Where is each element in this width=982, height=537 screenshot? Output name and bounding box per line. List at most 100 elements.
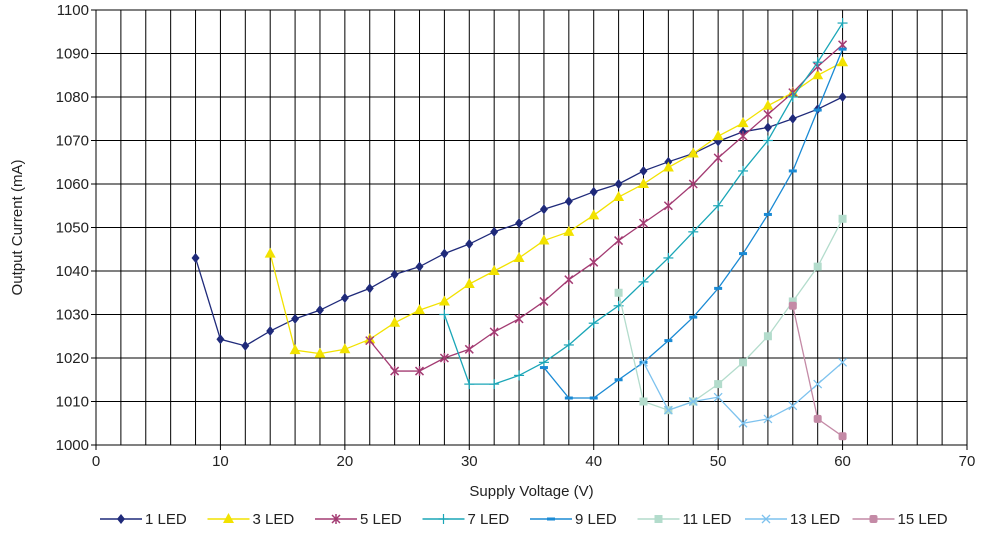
data-point — [191, 252, 200, 263]
data-point — [464, 344, 474, 355]
legend-item: 13 LED — [745, 511, 840, 528]
legend-label: 13 LED — [790, 511, 840, 528]
data-point — [738, 165, 749, 176]
legend-marker — [654, 515, 663, 523]
series-3-led — [264, 56, 849, 358]
data-point — [289, 344, 301, 355]
data-point — [712, 130, 724, 141]
data-point — [390, 366, 400, 377]
grid — [96, 10, 967, 445]
data-point — [837, 18, 848, 29]
data-point — [389, 316, 401, 327]
data-point — [291, 313, 300, 324]
data-point — [714, 380, 723, 389]
data-point — [737, 117, 749, 128]
legend-item: 7 LED — [422, 511, 509, 528]
data-point — [838, 214, 847, 223]
data-point — [663, 252, 674, 263]
data-point — [563, 225, 575, 236]
data-point — [812, 57, 823, 68]
legend-label: 1 LED — [145, 511, 187, 528]
data-point — [489, 326, 499, 337]
data-point — [689, 315, 698, 319]
data-point — [738, 131, 748, 142]
data-point — [838, 357, 848, 367]
y-axis-title: Output Current (mA) — [9, 160, 26, 296]
data-point — [687, 147, 699, 158]
data-point — [663, 405, 673, 415]
data-point — [241, 340, 250, 351]
x-tick-label: 50 — [710, 453, 727, 470]
data-point — [613, 191, 625, 202]
data-point — [688, 179, 698, 189]
data-point — [463, 278, 475, 289]
x-tick-label: 30 — [461, 453, 478, 470]
y-tick-label: 1100 — [57, 2, 89, 19]
data-point — [365, 335, 375, 346]
data-point — [216, 334, 225, 345]
axis-ticks: 0 10 20 30 40 50 60 701000101010201030104010501… — [56, 2, 976, 470]
legend-marker — [869, 515, 878, 523]
y-tick-label: 1050 — [56, 220, 89, 237]
data-point — [563, 339, 574, 350]
series-1-led — [191, 92, 847, 351]
data-point — [788, 301, 797, 310]
data-point — [762, 135, 773, 146]
data-point — [264, 247, 276, 258]
y-tick-label: 1040 — [56, 263, 89, 280]
data-point — [739, 252, 748, 256]
legend-item: 9 LED — [530, 511, 617, 528]
x-tick-label: 70 — [959, 453, 976, 470]
legend-item: 11 LED — [637, 511, 732, 528]
data-point — [688, 397, 698, 406]
data-point — [638, 276, 649, 287]
data-point — [489, 379, 500, 390]
x-tick-label: 0 — [92, 453, 100, 470]
data-point — [465, 239, 474, 250]
data-point — [614, 288, 623, 297]
data-point — [813, 379, 823, 389]
data-point — [812, 69, 824, 80]
legend-marker — [438, 514, 449, 524]
legend-item: 3 LED — [207, 511, 295, 528]
data-point — [439, 309, 450, 320]
data-point — [763, 122, 772, 133]
data-point — [838, 92, 847, 102]
data-point — [564, 396, 573, 400]
data-point — [564, 274, 574, 285]
legend-label: 11 LED — [683, 511, 732, 528]
y-tick-label: 1020 — [56, 350, 89, 367]
data-point — [539, 366, 548, 370]
y-tick-label: 1010 — [56, 394, 89, 411]
legend-label: 9 LED — [575, 511, 617, 528]
series-15-led — [788, 301, 847, 441]
legend-item: 15 LED — [852, 511, 948, 528]
series-line — [269, 61, 843, 355]
data-point — [514, 370, 525, 381]
data-point — [664, 339, 673, 343]
data-point — [713, 152, 723, 163]
legend-marker — [331, 514, 341, 524]
legend-marker — [547, 517, 555, 521]
data-point — [513, 251, 525, 262]
data-point — [589, 186, 598, 197]
data-point — [639, 397, 648, 406]
data-point — [713, 392, 723, 402]
series-13-led — [639, 357, 848, 428]
legend-item: 1 LED — [100, 511, 187, 528]
y-tick-label: 1080 — [56, 89, 89, 106]
data-point — [788, 169, 797, 173]
legend-label: 3 LED — [253, 511, 295, 528]
data-point — [514, 313, 524, 324]
y-tick-label: 1090 — [56, 46, 89, 63]
legend: 1 LED 3 LED 5 LED 7 LED 9 LED 11 LED 13 LED 15 … — [100, 511, 948, 528]
series-7-led — [439, 18, 848, 390]
data-point — [713, 200, 724, 211]
data-point — [314, 347, 326, 358]
data-point — [763, 332, 772, 341]
data-point — [340, 292, 349, 303]
data-point — [539, 204, 548, 215]
legend-label: 15 LED — [898, 511, 948, 528]
series-lines — [191, 18, 849, 441]
data-point — [515, 218, 524, 229]
